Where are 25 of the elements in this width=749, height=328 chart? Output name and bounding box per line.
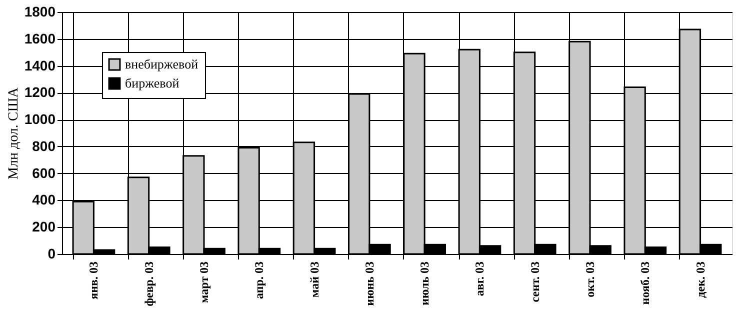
y-tick-label: 1200: [24, 84, 56, 100]
y-tick-label: 0: [48, 246, 56, 262]
x-tick-label: март 03: [196, 262, 211, 304]
x-tick-label: июнь 03: [362, 262, 376, 306]
y-tick-label: 200: [32, 218, 56, 235]
x-tick-label: июль 03: [418, 262, 432, 306]
x-tick-label: февр. 03: [142, 262, 156, 306]
y-tick-label: 800: [32, 138, 56, 154]
x-tick-label: авг. 03: [472, 262, 487, 296]
x-tick-label: апр. 03: [252, 262, 266, 299]
x-tick-label: нояб. 03: [638, 262, 652, 305]
legend-label: биржевой: [125, 76, 180, 90]
legend-label: внебиржевой: [125, 56, 198, 72]
x-tick-label: сент. 03: [528, 262, 542, 302]
y-tick-label: 400: [32, 192, 56, 208]
y-axis-title: Млн дол. США: [6, 86, 22, 180]
y-tick-label: 1600: [24, 30, 56, 46]
x-tick-label: дек. 03: [693, 262, 708, 298]
y-tick-label: 1400: [24, 57, 56, 74]
x-tick-label: окт. 03: [583, 262, 598, 298]
y-tick-label: 1000: [24, 111, 56, 128]
y-tick-label: 600: [32, 164, 56, 181]
x-tick-label: янв. 03: [86, 262, 101, 300]
y-tick-label: 1800: [24, 4, 56, 20]
x-tick-label: май 03: [307, 262, 322, 298]
